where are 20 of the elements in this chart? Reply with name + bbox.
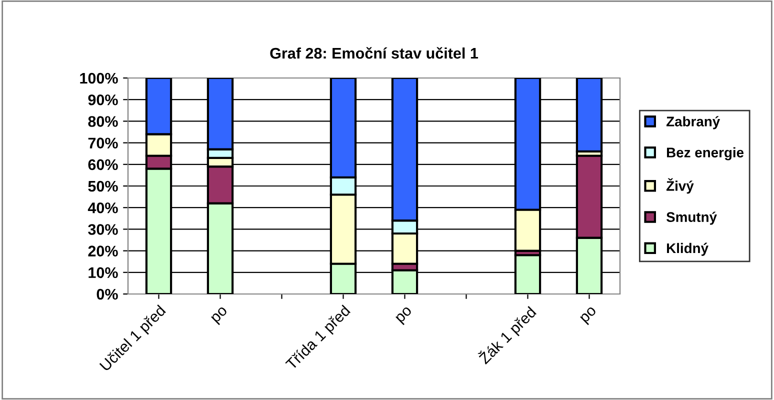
y-tick-label: 90% (88, 94, 118, 106)
chart-title: Graf 28: Emoční stav učitel 1 (270, 47, 478, 59)
y-tick-label: 20% (88, 246, 118, 256)
y-tick-label: 100% (80, 72, 118, 84)
x-tick-label: po (395, 306, 414, 326)
legend-label: Zabraný (666, 116, 720, 130)
legend-label: Smutný (666, 212, 717, 225)
legend-label: Živý (666, 178, 694, 194)
x-tick-label: po (210, 306, 230, 326)
y-tick-label: 10% (88, 267, 118, 278)
y-tick-label: 60% (88, 159, 118, 170)
y-tick-label: 50% (88, 180, 118, 192)
legend-label: Bez energie (667, 147, 744, 160)
y-tick-label: 0% (96, 288, 118, 300)
y-tick-label: 40% (88, 202, 118, 214)
y-tick-label: 70% (88, 138, 118, 148)
y-tick-label: 30% (88, 224, 118, 235)
legend-label: Klidný (667, 242, 708, 256)
x-tick-label: po (580, 306, 599, 326)
y-tick-label: 80% (88, 116, 118, 127)
